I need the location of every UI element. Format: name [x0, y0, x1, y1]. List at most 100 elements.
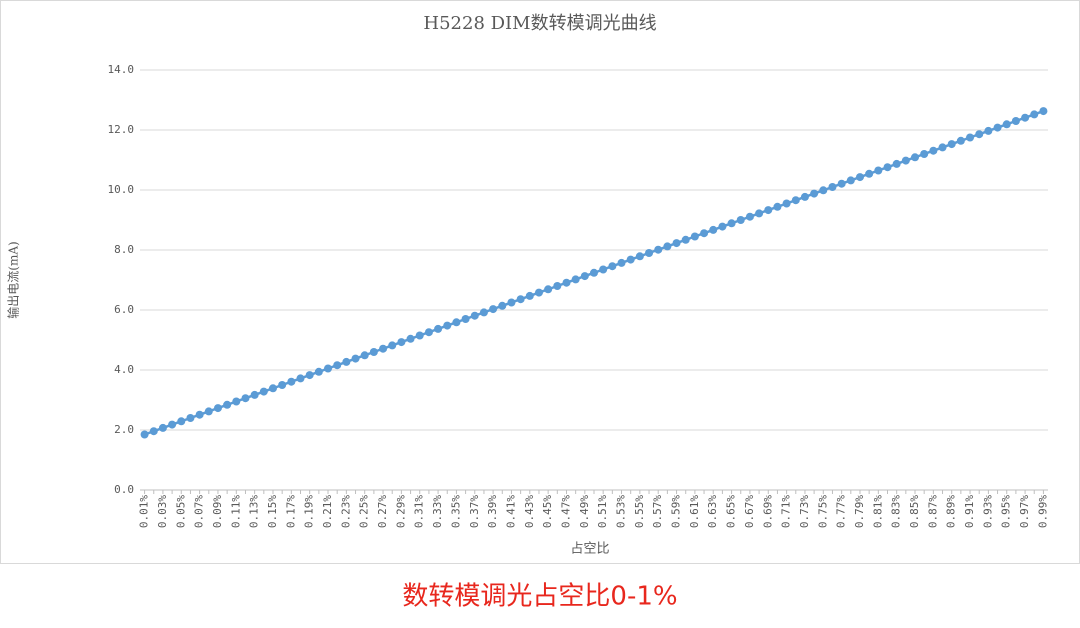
data-point: [709, 225, 718, 234]
data-point: [232, 397, 241, 406]
y-tick-label: 12.0: [108, 123, 135, 136]
x-tick-label: 0.37%: [468, 495, 481, 528]
y-tick-label: 0.0: [114, 483, 134, 496]
x-tick-label: 0.49%: [578, 495, 591, 528]
data-point: [764, 206, 773, 215]
data-point: [406, 334, 415, 343]
data-point: [599, 265, 608, 274]
data-point: [617, 258, 626, 267]
data-point: [158, 423, 167, 432]
data-point: [874, 166, 883, 175]
data-point: [434, 324, 443, 333]
x-tick-label: 0.03%: [156, 495, 169, 528]
data-point: [1039, 107, 1048, 116]
x-tick-label: 0.61%: [688, 495, 701, 528]
data-point: [865, 169, 874, 178]
x-tick-label: 0.93%: [981, 495, 994, 528]
data-point: [828, 183, 837, 191]
x-tick-label: 0.41%: [504, 495, 517, 528]
data-point: [755, 209, 764, 218]
data-point: [736, 216, 745, 224]
data-point: [287, 377, 296, 386]
data-point: [415, 331, 424, 340]
data-point: [700, 229, 709, 238]
data-point: [516, 295, 525, 304]
data-point: [645, 249, 654, 257]
x-tick-label: 0.67%: [743, 495, 756, 528]
data-point: [681, 235, 690, 244]
x-tick-label: 0.45%: [541, 495, 554, 528]
data-point: [855, 173, 864, 182]
data-point: [470, 311, 479, 320]
data-point: [892, 159, 901, 168]
x-tick-label: 0.53%: [615, 495, 628, 528]
data-point: [782, 199, 791, 208]
data-point: [168, 420, 177, 429]
data-point: [984, 126, 993, 135]
data-point: [498, 301, 507, 310]
data-point: [388, 341, 397, 350]
data-point: [177, 417, 186, 426]
data-point: [773, 202, 782, 211]
data-point: [342, 357, 351, 366]
data-point: [314, 367, 323, 376]
x-tick-label: 0.77%: [835, 495, 848, 528]
x-tick-label: 0.33%: [431, 495, 444, 528]
data-point: [929, 146, 938, 155]
data-point: [397, 338, 406, 347]
x-tick-label: 0.17%: [284, 495, 297, 528]
data-point: [837, 179, 846, 188]
x-tick-label: 0.05%: [174, 495, 187, 528]
x-tick-label: 0.07%: [193, 495, 206, 528]
data-point: [351, 354, 360, 363]
data-point: [278, 381, 287, 389]
y-tick-label: 4.0: [114, 363, 134, 376]
data-point: [1030, 110, 1039, 119]
data-point: [663, 242, 672, 251]
data-point: [718, 222, 727, 231]
data-point: [911, 153, 920, 162]
x-tick-label: 0.57%: [651, 495, 664, 528]
data-point: [259, 387, 268, 396]
data-point: [333, 361, 342, 370]
chart-frame: [0, 0, 1080, 564]
data-point: [268, 384, 277, 393]
data-point: [920, 150, 929, 158]
data-point: [1011, 117, 1020, 125]
x-tick-label: 0.29%: [394, 495, 407, 528]
data-point: [590, 268, 598, 277]
x-tick-label: 0.31%: [413, 495, 426, 528]
data-point: [507, 298, 516, 307]
x-tick-label: 0.15%: [266, 495, 279, 528]
x-tick-label: 0.97%: [1018, 495, 1031, 528]
x-tick-label: 0.55%: [633, 495, 646, 528]
x-tick-label: 0.87%: [926, 495, 939, 528]
data-point: [213, 404, 222, 413]
x-tick-label: 0.19%: [303, 495, 316, 528]
caption: 数转模调光占空比0-1%: [402, 582, 677, 612]
x-tick-label: 0.39%: [486, 495, 499, 528]
x-tick-label: 0.11%: [229, 495, 242, 528]
data-point: [305, 371, 314, 380]
data-point: [938, 143, 947, 152]
y-axis-label: 输出电流(mA): [6, 241, 21, 318]
data-point: [800, 192, 809, 201]
y-tick-label: 2.0: [114, 423, 134, 436]
data-point: [149, 427, 158, 436]
data-point: [525, 291, 534, 300]
x-tick-label: 0.35%: [449, 495, 462, 528]
x-tick-label: 0.91%: [963, 495, 976, 528]
data-point: [690, 232, 699, 241]
y-tick-label: 8.0: [114, 243, 134, 256]
data-point: [452, 318, 461, 327]
data-point: [966, 133, 975, 142]
data-point: [296, 374, 305, 383]
data-point: [195, 410, 204, 419]
data-point: [727, 219, 736, 228]
data-point: [562, 278, 571, 287]
x-tick-label: 0.99%: [1036, 495, 1049, 528]
y-tick-label: 14.0: [108, 63, 135, 76]
x-tick-label: 0.43%: [523, 495, 536, 528]
